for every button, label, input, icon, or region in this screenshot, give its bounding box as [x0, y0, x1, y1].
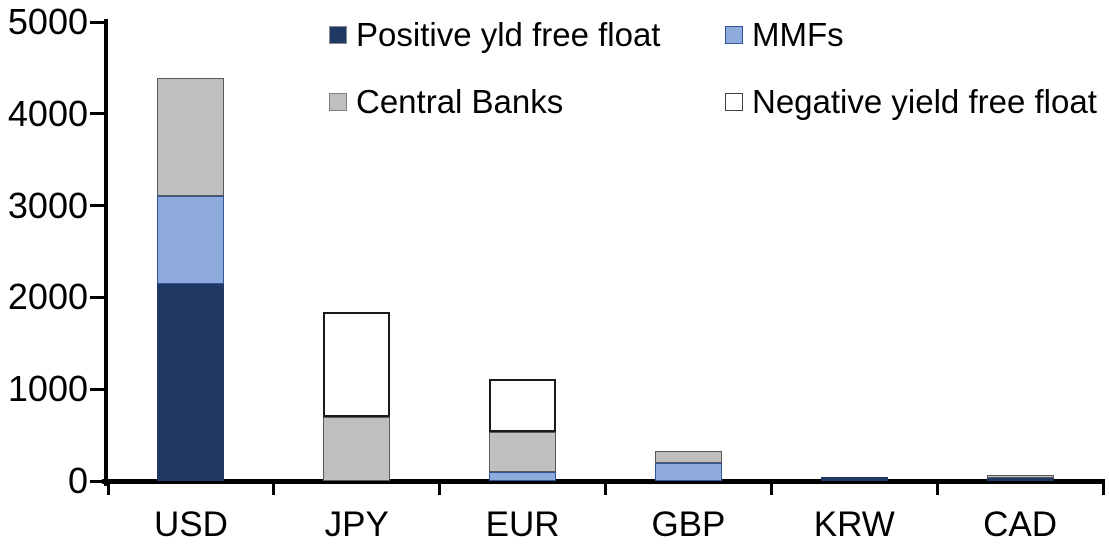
legend-item-mmfs: MMFs	[725, 17, 844, 53]
y-axis-tick-label: 0	[67, 460, 88, 501]
y-axis	[104, 19, 108, 486]
legend-label-mmfs: MMFs	[752, 16, 844, 53]
legend-item-central-banks: Central Banks	[329, 84, 563, 120]
x-axis-tick	[604, 483, 607, 495]
y-axis-tick-label: 2000	[7, 276, 88, 318]
x-axis-tick	[935, 483, 939, 495]
x-axis-category-label: CAD	[983, 505, 1058, 544]
x-axis-category-label: USD	[153, 505, 228, 544]
y-axis-tick	[90, 479, 104, 483]
x-axis-category-label: JPY	[324, 505, 389, 544]
x-axis	[102, 479, 1105, 484]
legend-item-negative-yield-free-float: Negative yield free float	[725, 84, 1097, 120]
bar-segment-EUR-central-banks	[489, 432, 557, 472]
y-axis-tick	[90, 112, 104, 116]
x-axis-category-label: KRW	[813, 505, 895, 544]
x-axis-tick	[1101, 483, 1105, 495]
legend-item-positive-yld-free-float: Positive yld free float	[329, 17, 660, 53]
bar-segment-EUR-negative-yield-free-float	[489, 379, 557, 433]
bar-segment-KRW-positive-yld-free-float	[820, 477, 888, 481]
legend-label-central-banks: Central Banks	[356, 83, 564, 120]
bar-segment-CAD-positive-yld-free-float	[986, 478, 1054, 481]
y-axis-tick-label: 3000	[7, 184, 88, 226]
bar-segment-EUR-mmfs	[489, 471, 557, 481]
bar-segment-USD-positive-yld-free-float	[157, 283, 225, 481]
bar-segment-GBP-mmfs	[654, 462, 722, 481]
legend-swatch-central-banks-icon	[329, 93, 347, 111]
x-axis-tick	[272, 483, 276, 495]
bar-segment-JPY-negative-yield-free-float	[323, 312, 391, 417]
bar-segment-USD-mmfs	[157, 196, 225, 284]
y-axis-tick-label: 1000	[7, 368, 88, 410]
y-axis-tick-label: 4000	[7, 92, 88, 134]
x-axis-category-label: GBP	[651, 505, 726, 544]
bar-segment-GBP-central-banks	[654, 450, 722, 463]
legend-label-negative-yield-free-float: Negative yield free float	[752, 83, 1097, 120]
x-axis-tick	[106, 483, 110, 495]
y-axis-tick	[90, 20, 104, 24]
legend-label-positive-yld-free-float: Positive yld free float	[356, 16, 661, 53]
x-axis-tick	[438, 483, 442, 495]
bar-segment-USD-central-banks	[157, 77, 225, 197]
y-axis-tick-label: 5000	[7, 1, 88, 42]
legend-swatch-positive-yld-icon	[329, 26, 347, 44]
legend-swatch-negative-yield-icon	[725, 93, 743, 111]
legend-swatch-mmfs-icon	[725, 26, 743, 44]
y-axis-tick	[90, 387, 104, 391]
bar-segment-CAD-central-banks	[986, 475, 1054, 479]
y-axis-tick	[90, 295, 104, 299]
bar-segment-JPY-central-banks	[323, 416, 391, 481]
y-axis-tick	[90, 204, 104, 208]
x-axis-category-label: EUR	[485, 505, 560, 544]
x-axis-tick	[769, 483, 773, 495]
